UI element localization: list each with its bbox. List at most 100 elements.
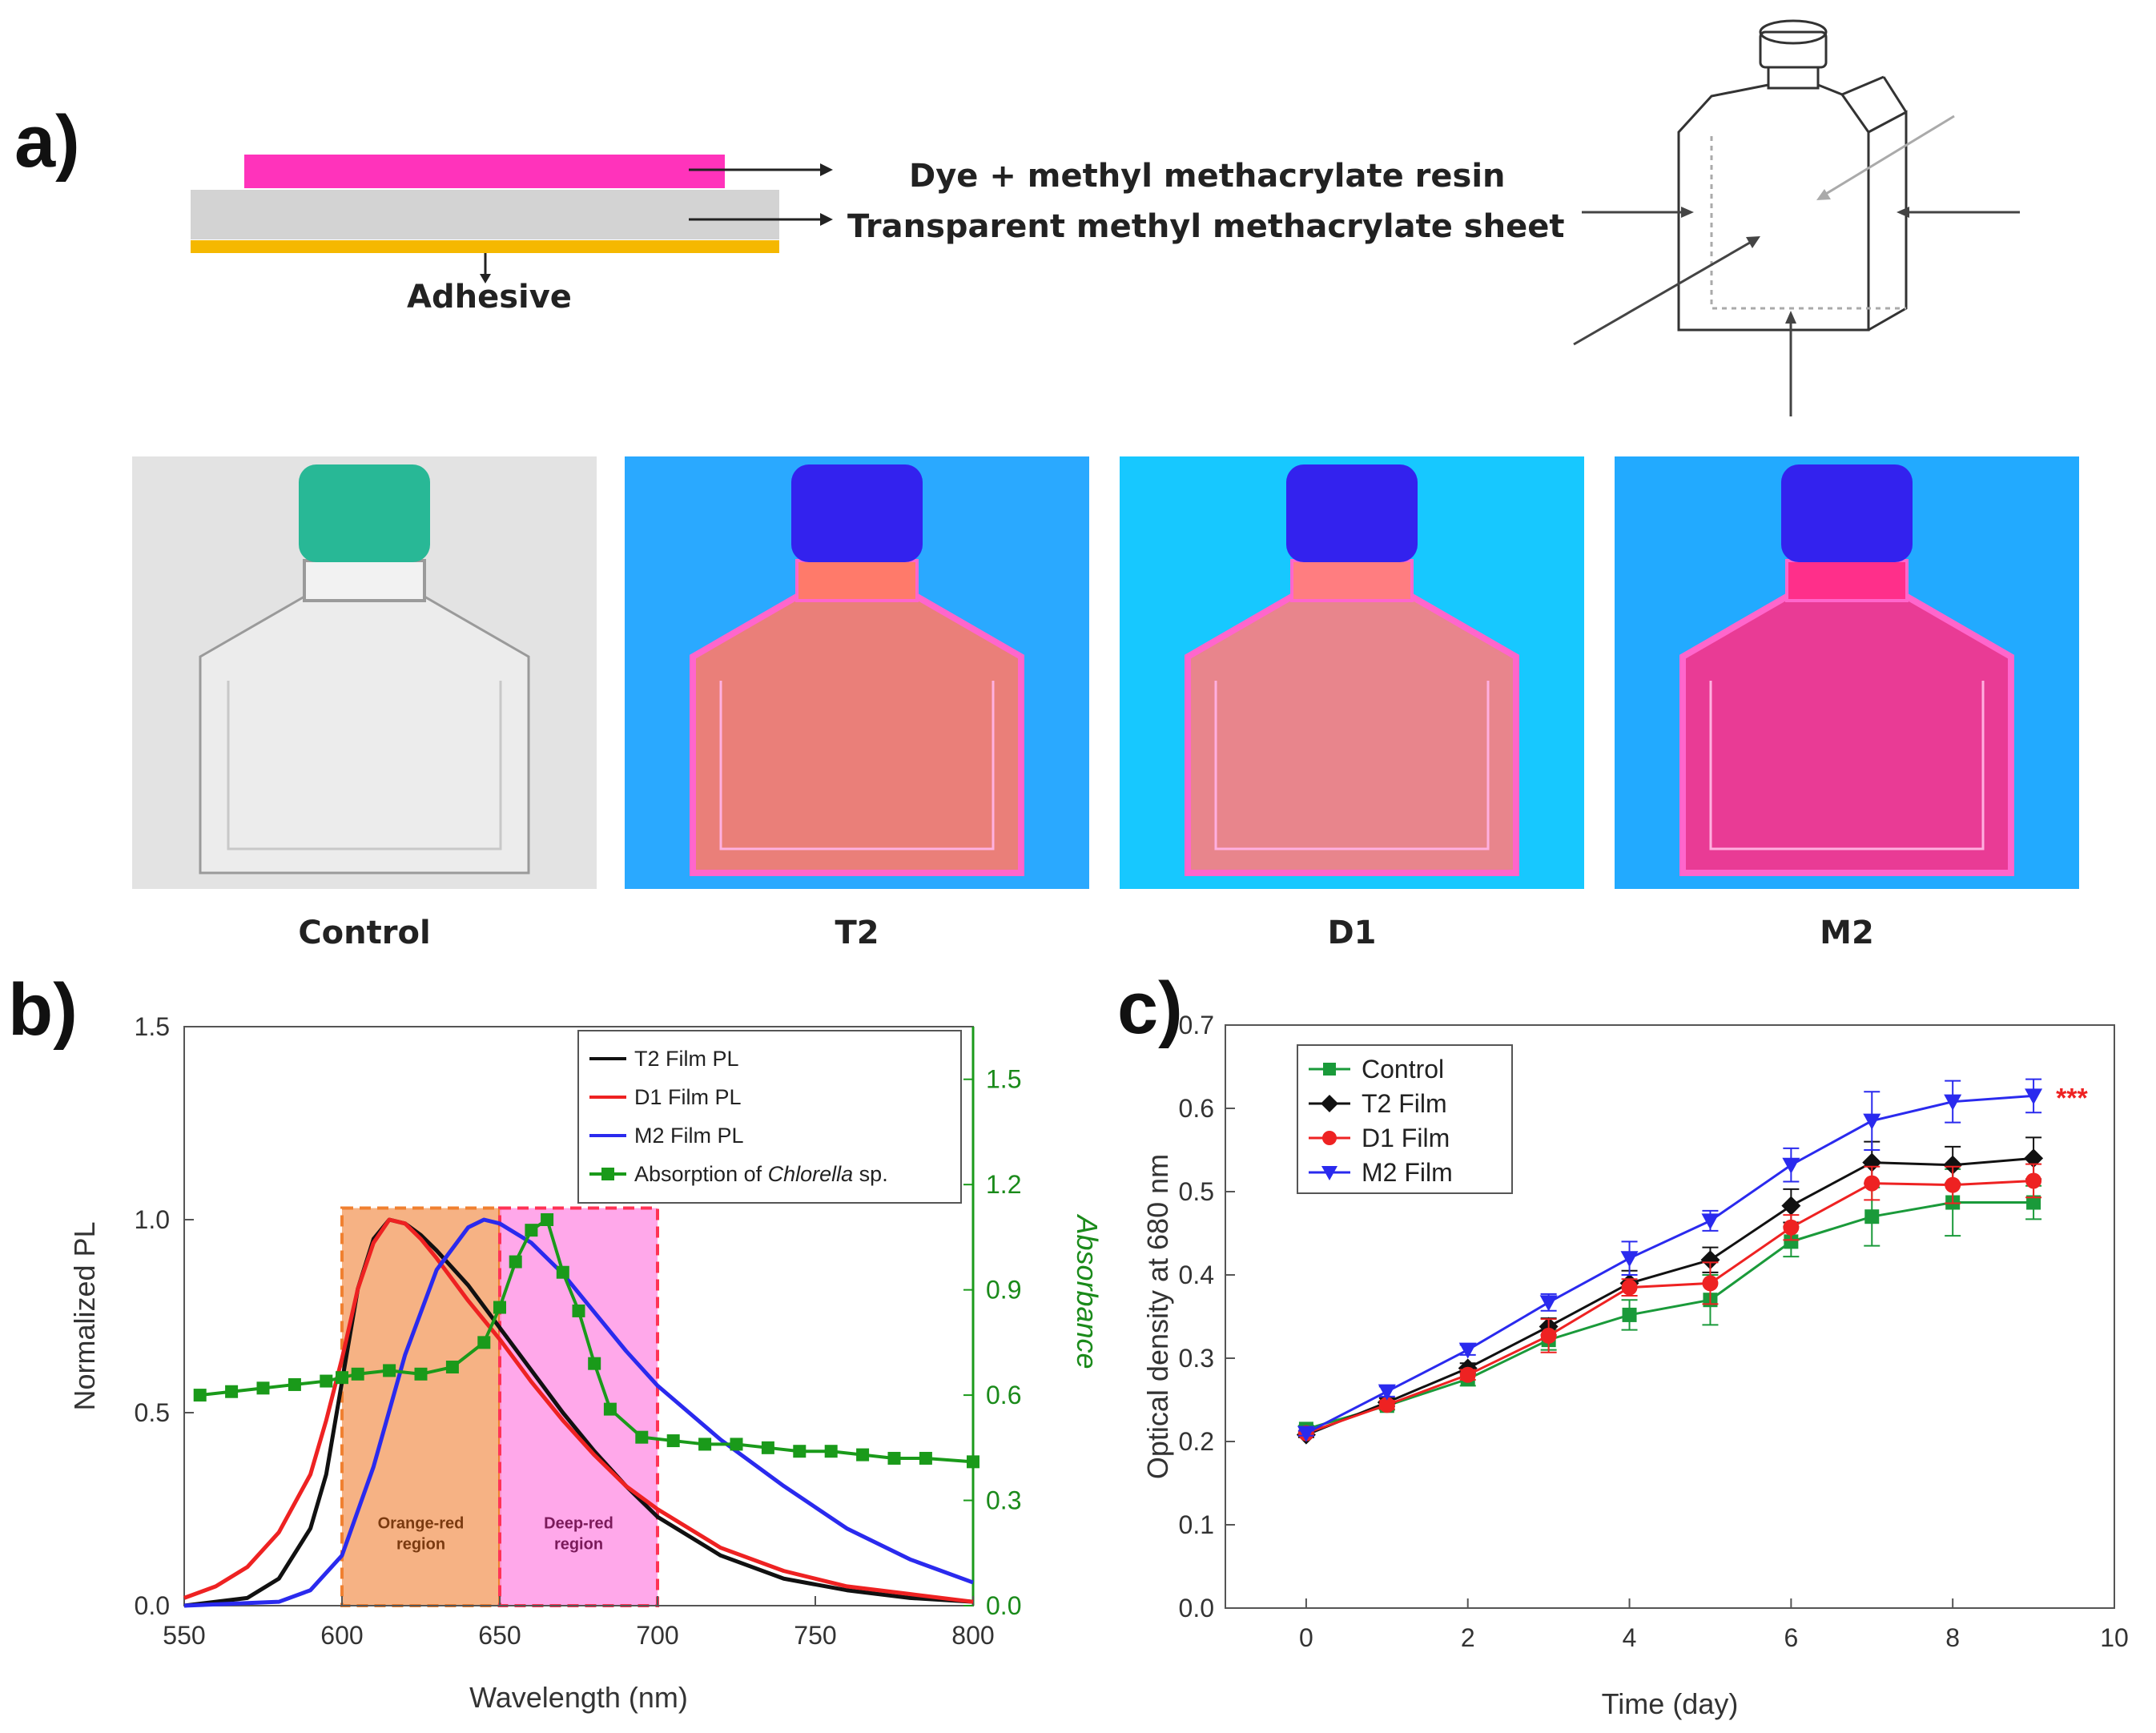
y-tick-label: 0.4 <box>1179 1261 1214 1289</box>
y-tick-label: 0.3 <box>1179 1344 1214 1373</box>
flask-neck <box>1290 559 1414 602</box>
data-point <box>1323 1063 1336 1076</box>
x-axis-title: Wavelength (nm) <box>469 1681 688 1714</box>
plot-frame <box>1225 1024 2115 1609</box>
flask-cap <box>1781 464 1913 562</box>
data-point <box>588 1357 601 1370</box>
y2-tick-label: 1.2 <box>986 1170 1021 1199</box>
photo-caption: T2 <box>835 915 879 951</box>
data-point <box>1701 1213 1720 1230</box>
chart-c: 0 2 4 6 8 10 0.0 0.1 0.2 0.3 0.4 0.5 0.6 0.7 Time (day… <box>1141 1011 2129 1720</box>
photo-caption: M2 <box>1820 915 1874 951</box>
flask-cap-top <box>1759 19 1828 45</box>
x-tick-label: 2 <box>1461 1623 1475 1652</box>
adhesive-layer <box>191 240 779 253</box>
flask-body <box>1185 593 1519 876</box>
data-point <box>1540 1327 1557 1344</box>
y-tick-label: 0.1 <box>1179 1510 1214 1539</box>
data-point <box>1378 1397 1395 1413</box>
series-line <box>1305 1094 2034 1434</box>
panel-a: a) Dye + methyl methacrylate resin Trans… <box>14 19 2079 951</box>
legend-box <box>577 1030 962 1204</box>
significance-annotation: *** <box>2056 1083 2088 1113</box>
y-tick-label: 0.5 <box>135 1398 170 1427</box>
series-m2-film <box>1297 1078 2043 1442</box>
photo-caption: D1 <box>1327 915 1376 951</box>
data-point <box>967 1455 979 1469</box>
dye-arrowhead <box>820 163 833 176</box>
region-orange-red <box>340 1206 501 1608</box>
sheet-arrowhead <box>820 213 833 226</box>
data-point <box>1322 1131 1337 1145</box>
flask-photo-m2: M2 <box>1615 456 2079 951</box>
region-label: region <box>396 1536 445 1554</box>
flask-photo-t2: T2 <box>625 456 1089 951</box>
flask-neck <box>795 559 919 602</box>
data-point <box>919 1451 932 1465</box>
data-point <box>1702 1275 1719 1292</box>
data-point <box>477 1336 491 1349</box>
flask-body-front <box>1677 83 1870 332</box>
series-line <box>1305 1201 2034 1430</box>
data-point <box>1864 1175 1880 1192</box>
flask-body <box>199 595 530 875</box>
data-point <box>1783 1219 1800 1236</box>
panel-c-label: c) <box>1117 967 1183 1049</box>
y-axis-title: Normalized PL <box>68 1221 101 1410</box>
legend: T2 Film PL D1 Film PL M2 Film PL Absorption… <box>577 1030 962 1204</box>
adhesive-arrowhead <box>480 274 491 283</box>
y2-axis-title: Absorbance <box>1071 1213 1104 1369</box>
data-point <box>256 1381 270 1395</box>
legend: Control T2 Film D1 Film M2 Film <box>1297 1044 1513 1194</box>
x-axis-title: Time (day) <box>1602 1687 1739 1720</box>
flask-top-edge <box>1882 76 1908 113</box>
series-absorption-of-chlorella-sp- <box>193 1213 979 1469</box>
data-point <box>2024 1148 2044 1168</box>
series-line <box>1305 1156 2034 1437</box>
data-point <box>541 1213 554 1226</box>
sheet-label: Transparent methyl methacrylate sheet <box>847 208 1564 245</box>
data-point <box>320 1374 333 1388</box>
data-point <box>1297 1425 1315 1442</box>
data-point <box>730 1437 743 1451</box>
panel-b: b) Orange-red region Deep-red region 550 600 6… <box>8 969 1104 1714</box>
data-point <box>493 1301 506 1314</box>
photo-caption: Control <box>298 915 430 951</box>
y-tick-label: 0.7 <box>1179 1011 1214 1039</box>
data-point <box>793 1445 806 1458</box>
chart-b: Orange-red region Deep-red region 550 600 650 7… <box>68 1012 1104 1714</box>
x-tick-label: 550 <box>163 1621 205 1650</box>
data-point <box>1782 1157 1800 1174</box>
x-tick-label: 700 <box>636 1621 678 1650</box>
data-point <box>225 1385 239 1398</box>
flask-cap <box>299 464 430 562</box>
data-point <box>414 1367 428 1381</box>
x-tick-label: 750 <box>794 1621 836 1650</box>
x-tick-label: 650 <box>478 1621 521 1650</box>
y2-tick-label: 0.9 <box>986 1276 1021 1305</box>
light-arrowhead-right <box>1897 207 1909 218</box>
legend-label: Absorption of Chlorella sp. <box>634 1162 888 1186</box>
legend-label: T2 Film PL <box>634 1047 739 1071</box>
data-point <box>698 1437 712 1451</box>
x-tick-label: 6 <box>1784 1623 1798 1652</box>
legend-label: T2 Film <box>1362 1089 1447 1118</box>
light-arrowhead-front <box>1746 236 1760 248</box>
x-tick-label: 600 <box>320 1621 363 1650</box>
light-arrowhead-bottom <box>1785 311 1796 324</box>
flask-shoulder-edge <box>1841 75 1884 96</box>
legend-label: D1 Film PL <box>634 1085 742 1109</box>
y-tick-label: 0.6 <box>1179 1094 1214 1123</box>
series-line <box>183 1217 974 1608</box>
region-label: Orange-red <box>378 1515 465 1533</box>
data-point <box>556 1265 569 1279</box>
light-arrowhead-left <box>1681 207 1694 218</box>
x-tick-label: 8 <box>1945 1623 1960 1652</box>
data-point <box>1622 1307 1637 1322</box>
data-point <box>1378 1384 1396 1401</box>
flask-hidden-edges <box>1710 136 1906 310</box>
series-t2-film-pl <box>183 1217 974 1608</box>
series-d1-film-pl <box>183 1217 974 1604</box>
flask-inner-edge <box>719 681 995 850</box>
data-point <box>288 1377 301 1391</box>
